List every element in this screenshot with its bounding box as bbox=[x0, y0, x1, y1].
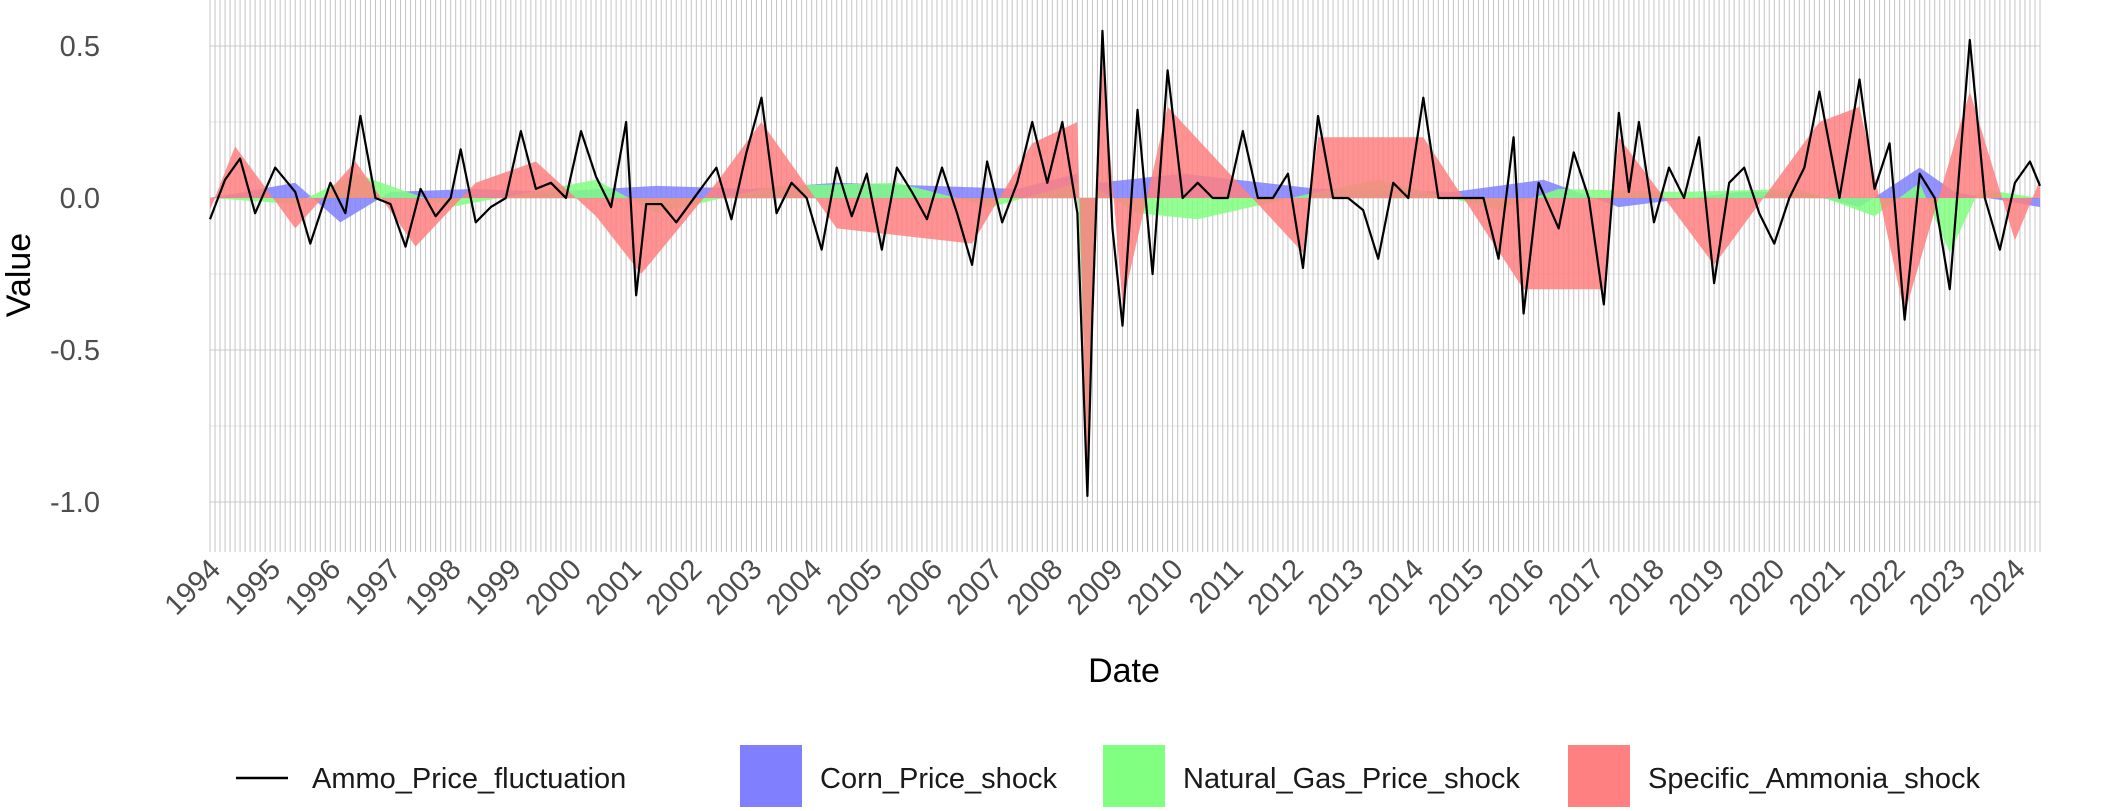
legend-label: Ammo_Price_fluctuation bbox=[312, 763, 626, 795]
legend-label: Natural_Gas_Price_shock bbox=[1183, 763, 1520, 795]
legend-key-fill bbox=[1568, 745, 1630, 807]
vertical-gridlines bbox=[209, 0, 2041, 552]
y-tick-label: 0.0 bbox=[60, 183, 100, 215]
y-axis-ticks: 0.5 0.0 -0.5 -1.0 bbox=[50, 31, 100, 519]
y-tick-label: -1.0 bbox=[50, 487, 100, 519]
legend-label: Corn_Price_shock bbox=[820, 763, 1057, 795]
legend-key-fill bbox=[740, 745, 802, 807]
y-tick-label: -0.5 bbox=[50, 335, 100, 367]
line-ammo-price-fluctuation bbox=[208, 29, 2042, 498]
x-axis-title: Date bbox=[1088, 652, 1160, 690]
legend-label: Specific_Ammonia_shock bbox=[1648, 763, 1981, 795]
line-series-group bbox=[208, 29, 2042, 498]
y-axis-title: Value bbox=[0, 233, 38, 317]
area-natural-gas-price-shock bbox=[210, 173, 2040, 442]
horizontal-gridlines bbox=[210, 45, 2040, 503]
y-tick-label: 0.5 bbox=[60, 31, 100, 63]
legend-key-fill bbox=[1103, 745, 1165, 807]
legend: Ammo_Price_fluctuation Corn_Price_shock Na… bbox=[236, 745, 1981, 807]
